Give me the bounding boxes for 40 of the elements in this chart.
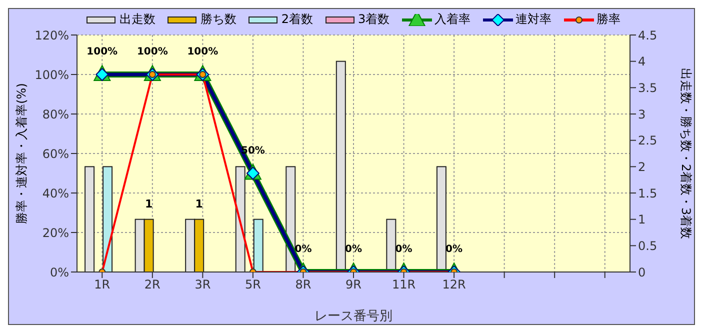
y2-tick-label: 4.5 [638, 28, 658, 42]
y2-tick-label: 3.5 [638, 80, 658, 95]
x-tick-label: 12R [442, 278, 466, 292]
y2-tick-label: 2 [638, 160, 646, 174]
x-tick-label: 9R [346, 278, 362, 292]
x-tick-label: 2R [144, 278, 160, 292]
legend-label: 出走数 [119, 11, 156, 28]
legend-label: 2着数 [281, 11, 313, 28]
y-axis-title: 勝率・連対率・入着率(%) [14, 83, 28, 224]
x-axis-title: レース番号別 [314, 309, 392, 324]
legend-label: 3着数 [358, 11, 390, 28]
y-tick-label: 100% [34, 68, 69, 82]
legend-label: 入着率 [434, 11, 471, 28]
y-tick-label: 20% [42, 226, 69, 240]
y2-tick-label: 0.5 [638, 238, 658, 253]
y2-tick-label: 0 [638, 265, 646, 280]
data-label: 100% [136, 46, 168, 58]
y-tick-label: 40% [42, 186, 69, 200]
y2-tick-label: 2.5 [638, 134, 658, 148]
legend-label: 勝ち数 [200, 11, 236, 28]
data-label: 100% [86, 46, 118, 58]
y2-tick-label: 1.5 [638, 186, 658, 200]
x-tick-label: 11R [392, 278, 416, 292]
y2-axis-title: 出走数・勝ち数・2着数・3着数 [678, 68, 693, 240]
y2-tick-label: 1 [638, 212, 646, 227]
legend-label: 勝率 [596, 11, 621, 28]
x-tick-label: 5R [244, 278, 261, 292]
legend-label: 連対率 [516, 11, 552, 28]
y2-tick-label: 4 [638, 54, 646, 69]
x-tick-label: 3R [194, 278, 211, 292]
data-label: 1 [195, 197, 203, 210]
y-tick-label: 0% [50, 265, 69, 280]
y2-tick-label: 3 [638, 107, 646, 122]
y-tick-label: 80% [42, 107, 69, 122]
data-label: 100% [187, 46, 218, 58]
data-label: 1 [144, 197, 153, 210]
x-tick-label: 8R [295, 278, 312, 292]
y-tick-label: 120% [34, 28, 69, 42]
y-tick-label: 60% [42, 146, 69, 161]
x-tick-label: 1R [94, 278, 110, 292]
